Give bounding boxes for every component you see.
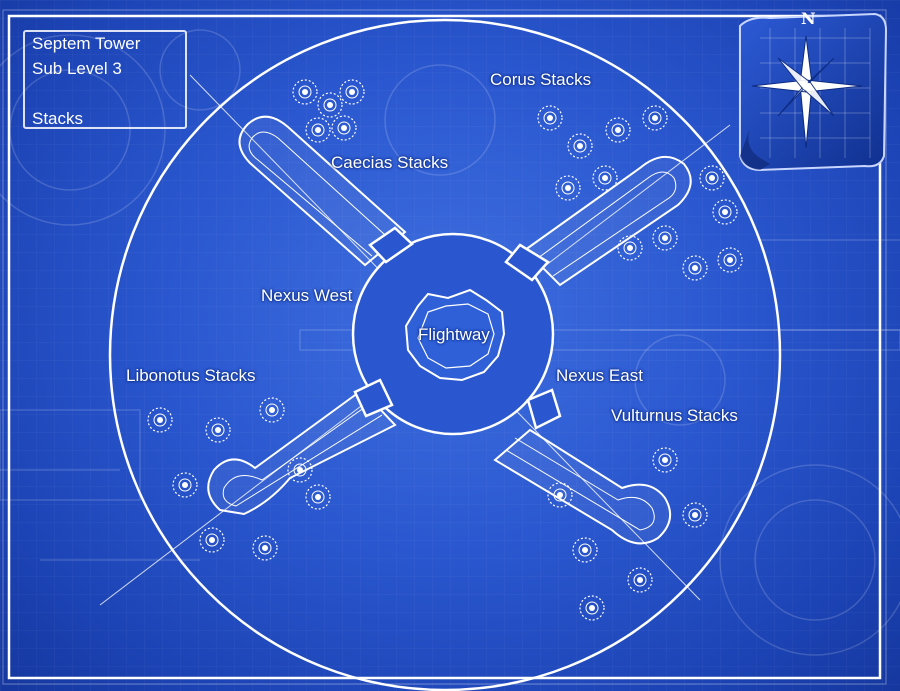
compass-north-label: N bbox=[801, 9, 816, 28]
compass-rose-icon bbox=[739, 12, 888, 172]
area-label-corus-stacks[interactable]: Corus Stacks bbox=[490, 70, 592, 89]
area-label-nexus-east[interactable]: Nexus East bbox=[556, 366, 643, 385]
area-label-nexus-west[interactable]: Nexus West bbox=[261, 286, 353, 305]
area-label-caecias-stacks[interactable]: Caecias Stacks bbox=[331, 153, 449, 172]
area-label-vulturnus-stacks[interactable]: Vulturnus Stacks bbox=[611, 406, 738, 425]
legend-level: Sub Level 3 bbox=[32, 59, 122, 78]
map-legend: Septem Tower Sub Level 3 Stacks bbox=[23, 30, 187, 129]
legend-section: Stacks bbox=[32, 109, 84, 128]
legend-location: Septem Tower bbox=[32, 34, 141, 53]
area-label-libonotus-stacks[interactable]: Libonotus Stacks bbox=[126, 366, 256, 385]
area-label-flightway[interactable]: Flightway bbox=[418, 325, 490, 344]
